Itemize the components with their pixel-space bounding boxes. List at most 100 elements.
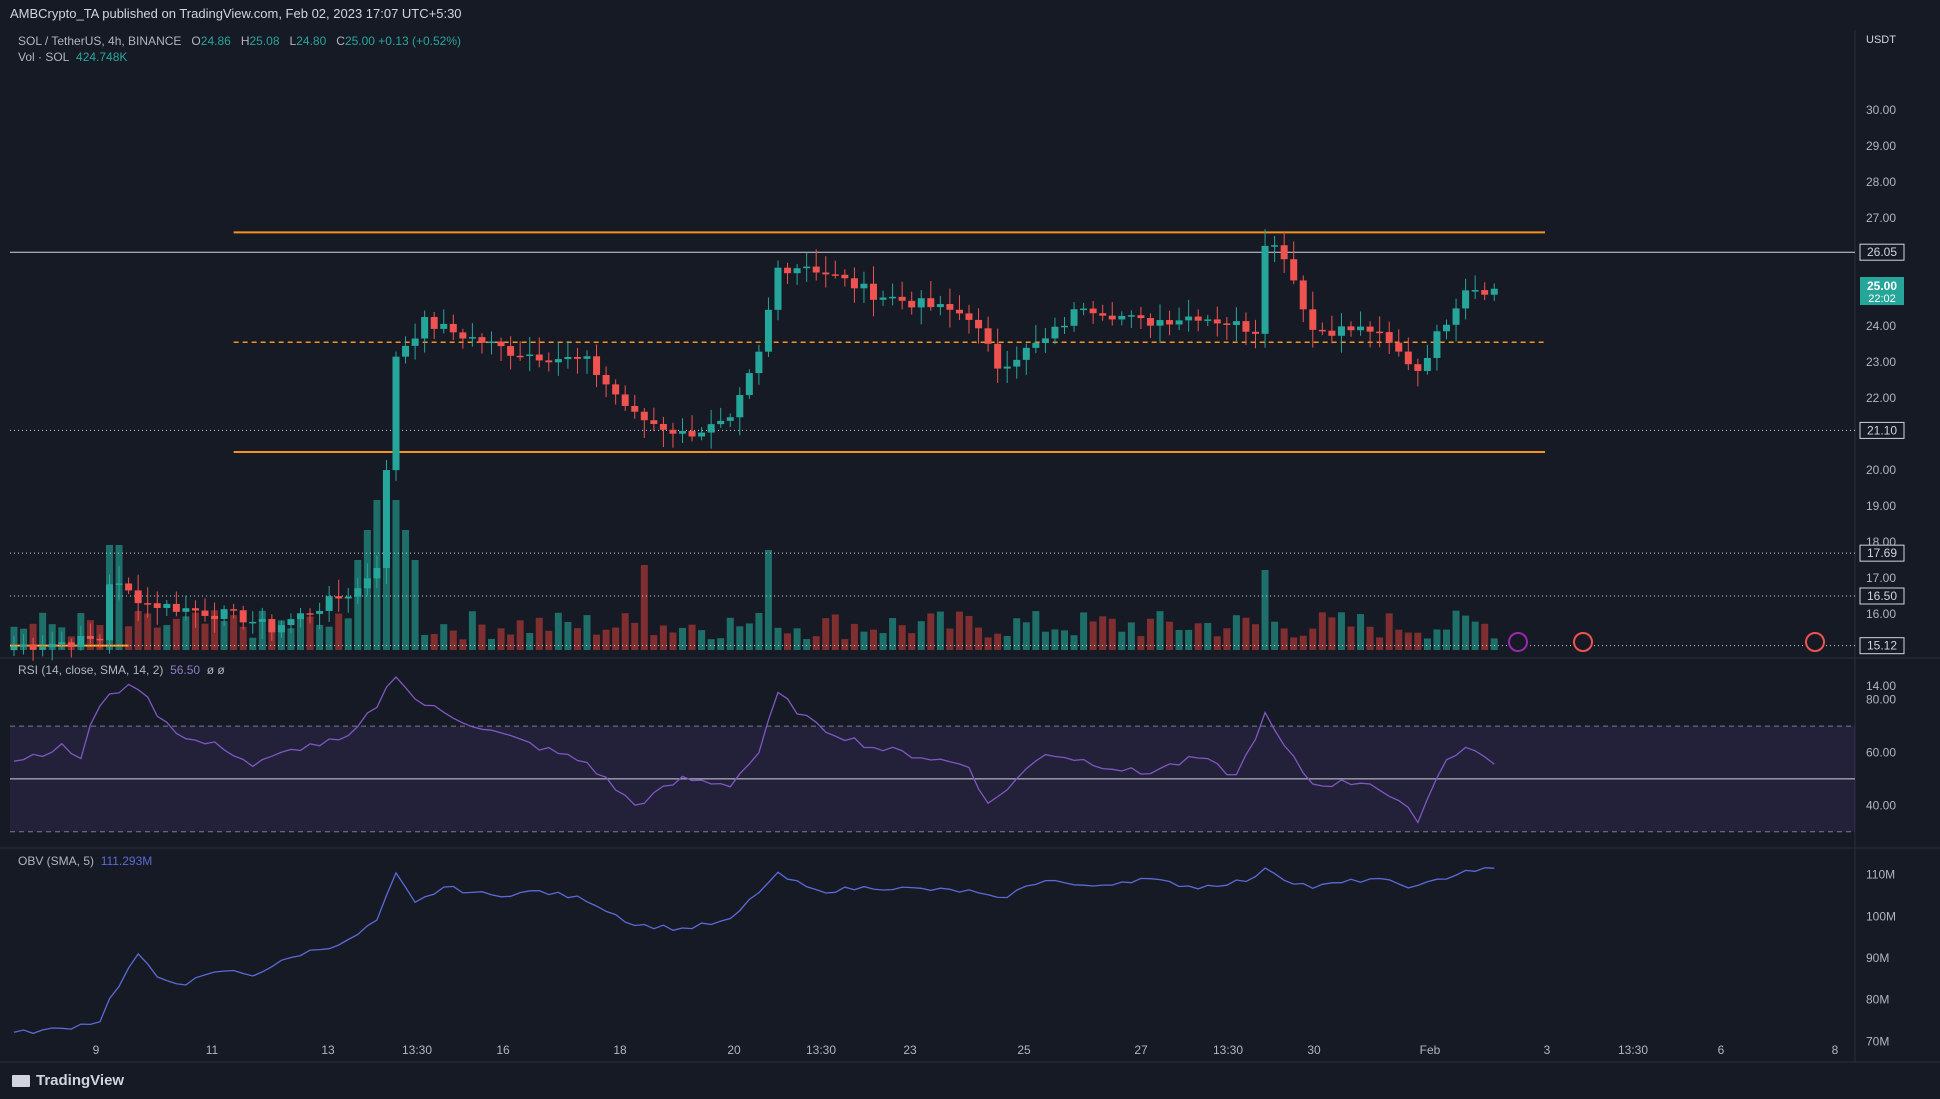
y-tick-label: 19.00 (1866, 499, 1896, 513)
candle-body (249, 621, 257, 624)
volume-bar (526, 633, 534, 650)
volume-bar (1280, 628, 1288, 650)
candle-body (488, 341, 495, 344)
candle-body (211, 615, 219, 619)
volume-bar (230, 615, 238, 650)
volume-bar (392, 500, 400, 650)
candle-body (593, 356, 601, 376)
volume-bar (249, 637, 257, 650)
close-value: 25.00 +0.13 (+0.52%) (344, 34, 462, 48)
level-tag (1859, 587, 1905, 605)
candle-body (29, 644, 37, 650)
x-tick-label: 11 (206, 1043, 219, 1057)
volume-bar (1166, 621, 1174, 650)
candle-body (449, 323, 457, 333)
volume-bar (688, 624, 696, 650)
volume-bar (497, 628, 505, 650)
volume-value: 424.748K (76, 50, 128, 64)
y-tick-label: 27.00 (1866, 211, 1896, 225)
candle-body (106, 584, 113, 641)
obv-tick-label: 80M (1866, 993, 1889, 1007)
y-axis-unit: USDT (1866, 34, 1896, 46)
candle-body (879, 297, 887, 300)
volume-bar (201, 623, 209, 650)
volume-bar (1376, 637, 1384, 650)
candle-body (1490, 288, 1498, 295)
candle-body (1414, 364, 1422, 371)
candle-body (631, 405, 639, 412)
candle-body (392, 356, 400, 471)
volume-bar (421, 634, 429, 650)
volume-bar (908, 633, 916, 650)
candle-body (96, 638, 104, 641)
volume-bar (1242, 617, 1250, 650)
candle-body (994, 343, 1002, 369)
symbol-label: SOL / TetherUS, 4h, BINANCE (18, 34, 182, 48)
candle-body (440, 323, 448, 329)
candle-body (115, 583, 123, 585)
level-tag (1859, 637, 1905, 655)
volume-bar (182, 616, 190, 650)
candle-body (1118, 315, 1126, 320)
obv-tick-label: 90M (1866, 951, 1889, 965)
candle-body (191, 608, 199, 611)
candle-body (48, 643, 56, 648)
candle-body (297, 613, 304, 620)
candle-body (736, 395, 744, 418)
candle-body (268, 619, 276, 633)
candle-body (698, 432, 706, 437)
level-tag-label: 21.10 (1867, 423, 1897, 437)
x-tick-label: 3 (1544, 1043, 1551, 1057)
lightning-icon (1508, 632, 1528, 652)
tradingview-logo[interactable]: TradingView (12, 1072, 124, 1089)
candle-body (612, 384, 620, 395)
volume-bar (134, 610, 142, 650)
volume-bar (545, 630, 553, 650)
y-tick-label: 29.00 (1866, 139, 1896, 153)
volume-bar (411, 560, 419, 650)
volume-bar (917, 621, 925, 650)
candle-body (373, 567, 381, 579)
volume-bar (440, 624, 448, 650)
volume-bar (583, 615, 591, 650)
volume-bar (593, 634, 601, 650)
y-tick-label: 24.00 (1866, 319, 1896, 333)
volume-bar (1423, 638, 1431, 650)
candle-body (917, 298, 925, 308)
candle-body (602, 375, 610, 385)
candle-body (1156, 320, 1164, 326)
y-tick-label: 30.00 (1866, 103, 1896, 117)
y-tick-label: 28.00 (1866, 175, 1896, 189)
volume-bar (965, 615, 973, 650)
candle-body (153, 603, 161, 608)
candle-body (1022, 347, 1030, 360)
volume-bar (1347, 626, 1355, 650)
volume-bar (994, 633, 1002, 650)
volume-bar (1156, 611, 1164, 650)
volume-bar (153, 627, 161, 650)
volume-bar (650, 635, 658, 650)
volume-bar (125, 626, 133, 650)
candle-body (1194, 316, 1202, 321)
candle-body (812, 266, 820, 273)
volume-bar (1013, 618, 1021, 650)
rsi-value: 56.50 (170, 663, 201, 677)
volume-bar (1433, 629, 1441, 650)
volume-bar (573, 628, 581, 650)
x-tick-label: 13:30 (806, 1043, 836, 1057)
candle-body (1271, 245, 1279, 247)
volume-bar (1232, 615, 1240, 650)
volume-bar (984, 637, 992, 650)
x-tick-label: 13:30 (1618, 1043, 1648, 1057)
volume-bar (1271, 621, 1279, 650)
x-tick-label: Feb (1420, 1043, 1441, 1057)
candle-body (573, 357, 581, 359)
y-tick-label: 23.00 (1866, 355, 1896, 369)
candle-body (1290, 259, 1298, 281)
volume-bar (774, 627, 782, 650)
candle-body (1337, 326, 1345, 336)
candle-body (535, 354, 543, 361)
candle-body (77, 636, 85, 647)
volume-bar (898, 625, 906, 650)
